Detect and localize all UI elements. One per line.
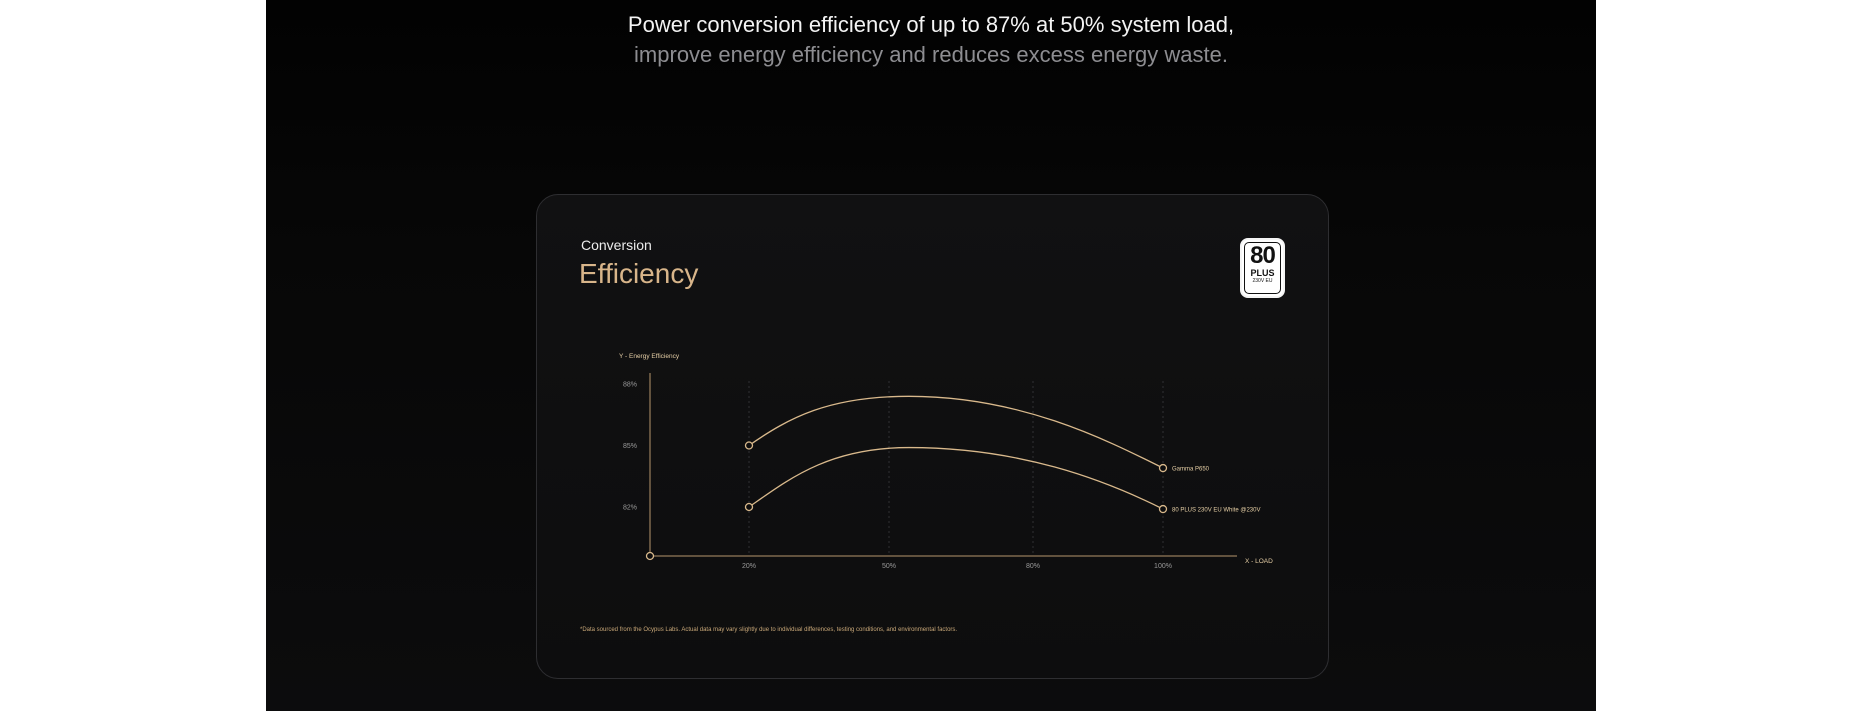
y-tick-label: 85%: [623, 443, 637, 450]
efficiency-card: Conversion Efficiency 80 PLUS 230V EU Y …: [536, 194, 1329, 679]
badge-number: 80: [1250, 242, 1276, 269]
x-tick-label: 100%: [1154, 563, 1172, 570]
series-line-2: [748, 446, 1164, 510]
efficiency-chart: Y - Energy Efficiency X - LOAD 20% 50% 80%…: [619, 353, 1273, 570]
y-axis-label: Y - Energy Efficiency: [619, 353, 680, 360]
series-1-point-start: [744, 441, 754, 450]
page-stage: Power conversion efficiency of up to 87%…: [266, 0, 1596, 711]
headline-line-2: improve energy efficiency and reduces ex…: [634, 42, 1228, 67]
x-tick-label: 50%: [882, 563, 896, 570]
series-2-point-start: [744, 502, 754, 512]
x-axis-label: X - LOAD: [1245, 558, 1273, 565]
origin-marker: [645, 551, 655, 561]
badge-sub-text: 230V EU: [1252, 278, 1273, 284]
headline-line-1: Power conversion efficiency of up to 87%…: [627, 12, 1235, 37]
y-tick-label: 82%: [623, 505, 637, 512]
data-footnote: *Data sourced from the Ocypus Labs. Actu…: [580, 627, 958, 633]
x-tick-label: 80%: [1026, 563, 1040, 570]
chart-marks: 20% 50% 80% 100% 88% 85% 82% Gamma P650 80 PLUS …: [623, 373, 1260, 570]
y-tick-label: 88%: [623, 382, 637, 389]
card-title: Efficiency: [579, 258, 699, 289]
card-eyebrow: Conversion: [581, 237, 652, 253]
series-label-1: Gamma P650: [1172, 467, 1210, 473]
series-line-1: [748, 395, 1164, 469]
series-2-point-end: [1158, 504, 1168, 514]
x-tick-label: 20%: [742, 563, 756, 570]
badge-plus-text: PLUS: [1250, 268, 1275, 278]
series-label-2: 80 PLUS 230V EU White @230V: [1172, 508, 1260, 514]
headline: Power conversion efficiency of up to 87%…: [266, 10, 1596, 70]
series-1-point-end: [1158, 463, 1168, 473]
80-plus-badge-icon: 80 PLUS 230V EU: [1240, 238, 1285, 298]
